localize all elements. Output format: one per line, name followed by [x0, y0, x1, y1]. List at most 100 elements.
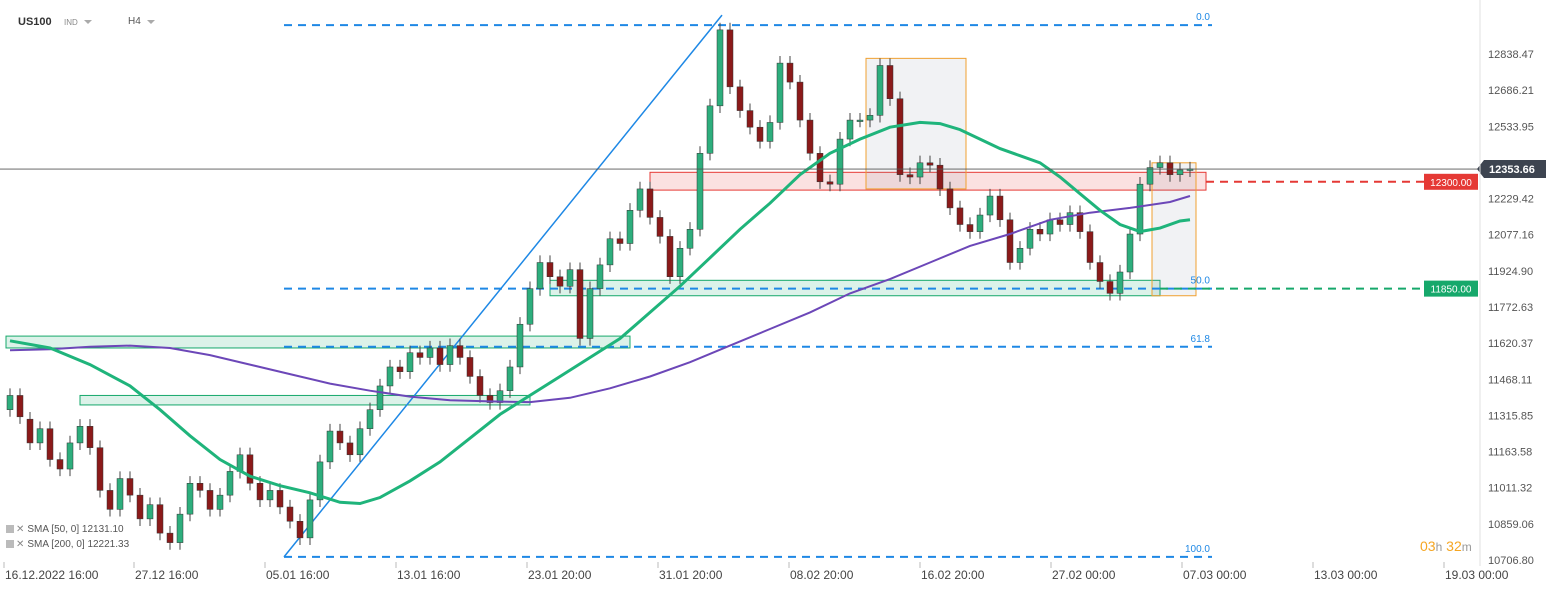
- candle[interactable]: [706, 105, 714, 154]
- candle[interactable]: [246, 454, 254, 484]
- support-price-tag[interactable]: [1424, 280, 1478, 297]
- candle[interactable]: [616, 238, 624, 244]
- candle[interactable]: [586, 288, 594, 339]
- candle[interactable]: [316, 461, 324, 501]
- close-icon[interactable]: ✕: [16, 524, 25, 535]
- candle[interactable]: [776, 62, 784, 123]
- candle[interactable]: [1066, 212, 1074, 225]
- candle[interactable]: [1106, 281, 1114, 294]
- candle[interactable]: [786, 62, 794, 83]
- timeframe-chevron-down-icon[interactable]: [147, 20, 155, 24]
- candle[interactable]: [106, 490, 114, 510]
- candle[interactable]: [376, 385, 384, 410]
- candle[interactable]: [716, 29, 724, 107]
- candle[interactable]: [46, 428, 54, 460]
- candle[interactable]: [1046, 219, 1054, 235]
- candle[interactable]: [836, 138, 844, 185]
- candle[interactable]: [6, 395, 14, 410]
- candle[interactable]: [356, 428, 364, 456]
- candle[interactable]: [156, 504, 164, 534]
- candle[interactable]: [76, 426, 84, 444]
- symbol-label[interactable]: US100: [18, 16, 52, 28]
- candle[interactable]: [1036, 229, 1044, 235]
- candle[interactable]: [226, 471, 234, 496]
- candle[interactable]: [146, 504, 154, 520]
- candle[interactable]: [286, 506, 294, 522]
- candle[interactable]: [646, 188, 654, 218]
- candle[interactable]: [266, 490, 274, 501]
- candle[interactable]: [1016, 248, 1024, 263]
- candle[interactable]: [826, 181, 834, 185]
- candle[interactable]: [876, 65, 884, 116]
- candle[interactable]: [1126, 233, 1134, 273]
- candle[interactable]: [346, 442, 354, 456]
- candle[interactable]: [216, 494, 224, 510]
- candle[interactable]: [516, 323, 524, 368]
- candle[interactable]: [196, 483, 204, 491]
- candle[interactable]: [86, 426, 94, 448]
- candle[interactable]: [916, 162, 924, 178]
- timeframe-label[interactable]: H4: [128, 16, 141, 27]
- candle[interactable]: [796, 81, 804, 121]
- candle[interactable]: [1156, 162, 1164, 168]
- candle[interactable]: [686, 229, 694, 249]
- candle[interactable]: [1176, 169, 1184, 175]
- candle[interactable]: [1026, 229, 1034, 249]
- candle[interactable]: [906, 174, 914, 178]
- candle[interactable]: [676, 248, 684, 278]
- candle[interactable]: [126, 478, 134, 496]
- close-icon[interactable]: ✕: [16, 539, 25, 550]
- candle[interactable]: [306, 499, 314, 539]
- candle[interactable]: [886, 65, 894, 99]
- candle[interactable]: [206, 490, 214, 510]
- candle[interactable]: [806, 119, 814, 154]
- candle[interactable]: [656, 217, 664, 237]
- candle[interactable]: [96, 447, 104, 491]
- candle[interactable]: [926, 162, 934, 166]
- candle[interactable]: [466, 357, 474, 377]
- candle[interactable]: [766, 122, 774, 142]
- sma50-legend[interactable]: ✕ SMA [50, 0] 12131.10: [6, 524, 124, 535]
- sma200-line[interactable]: [9, 195, 1191, 404]
- candle[interactable]: [996, 195, 1004, 221]
- candle[interactable]: [186, 483, 194, 515]
- candle[interactable]: [1006, 219, 1014, 263]
- candle[interactable]: [576, 269, 584, 339]
- candle[interactable]: [326, 430, 334, 463]
- candle[interactable]: [556, 276, 564, 287]
- candle[interactable]: [456, 345, 464, 358]
- candle[interactable]: [636, 188, 644, 211]
- candle[interactable]: [1146, 167, 1154, 185]
- candle[interactable]: [276, 490, 284, 508]
- candle[interactable]: [166, 532, 174, 543]
- support-zone-2[interactable]: [5, 335, 631, 349]
- candle[interactable]: [986, 195, 994, 216]
- candle[interactable]: [816, 153, 824, 183]
- candle[interactable]: [696, 153, 704, 230]
- candle[interactable]: [726, 29, 734, 88]
- candle[interactable]: [36, 428, 44, 444]
- candle[interactable]: [546, 262, 554, 278]
- candle[interactable]: [256, 483, 264, 501]
- candle[interactable]: [366, 409, 374, 429]
- candle[interactable]: [956, 207, 964, 225]
- candle[interactable]: [976, 214, 984, 232]
- candle[interactable]: [746, 110, 754, 128]
- candle[interactable]: [476, 376, 484, 396]
- candle[interactable]: [526, 288, 534, 325]
- candle[interactable]: [666, 236, 674, 278]
- candle[interactable]: [966, 224, 974, 232]
- candle[interactable]: [606, 238, 614, 266]
- candle[interactable]: [626, 210, 634, 244]
- candle[interactable]: [386, 366, 394, 387]
- candle[interactable]: [336, 430, 344, 444]
- candle[interactable]: [176, 513, 184, 543]
- candle[interactable]: [296, 521, 304, 539]
- sma50-line[interactable]: [9, 120, 1191, 506]
- candle[interactable]: [946, 188, 954, 209]
- symbol-chevron-down-icon[interactable]: [84, 20, 92, 24]
- candle[interactable]: [896, 98, 904, 175]
- candle[interactable]: [1056, 219, 1064, 225]
- candle[interactable]: [1086, 231, 1094, 263]
